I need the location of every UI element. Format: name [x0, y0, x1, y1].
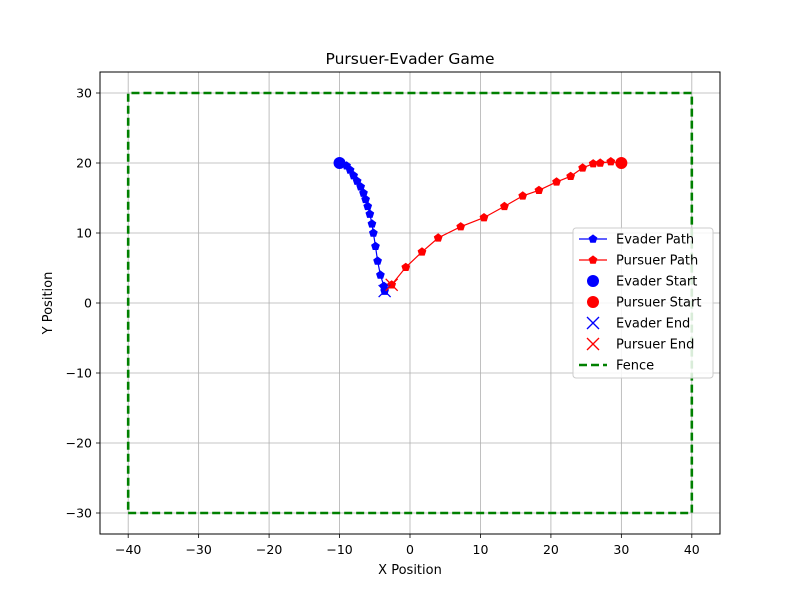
x-tick-label: −10 — [326, 542, 352, 557]
legend-box — [572, 227, 714, 379]
pursuer-end-marker — [385, 278, 399, 292]
pursuer-path-point — [566, 171, 576, 181]
pursuer-path-point — [578, 163, 587, 172]
legend-marker — [588, 255, 598, 264]
evader-path-point — [363, 201, 373, 211]
legend-item-pursuer-start: Pursuer Start — [587, 296, 701, 311]
fence — [126, 91, 694, 515]
y-tick-label: 30 — [76, 86, 92, 101]
pursuer-path-point — [479, 213, 489, 222]
evader-path-point — [371, 241, 380, 251]
y-tick-label: 0 — [84, 296, 92, 311]
chart-title: Pursuer-Evader Game — [326, 50, 495, 68]
pursuer-path-point — [401, 262, 411, 272]
pursuer-path-point — [606, 157, 616, 166]
x-tick-label: 40 — [684, 542, 700, 557]
legend-marker-stroke-b — [586, 316, 600, 330]
evader-path-point — [349, 171, 359, 180]
evader-start-marker — [333, 157, 346, 169]
evader-path-point — [373, 256, 382, 265]
legend-label: Pursuer End — [616, 338, 694, 353]
pursuer-path-point — [456, 222, 466, 231]
evader-start — [333, 157, 346, 169]
evader-path-point — [376, 270, 385, 279]
pursuer-path-point — [417, 247, 427, 256]
evader-path-point — [367, 219, 377, 228]
x-tick-label: 10 — [473, 542, 489, 557]
legend-label: Pursuer Path — [616, 254, 698, 269]
legend-item-pursuer-path: Pursuer Path — [579, 254, 698, 269]
legend-marker-stroke-b — [586, 337, 600, 351]
legend-label: Fence — [616, 359, 654, 374]
pursuer-start-marker — [615, 157, 628, 169]
pursuer-path-point — [595, 158, 605, 167]
y-tick-label: −30 — [66, 506, 92, 521]
x-tick-label: −40 — [115, 542, 141, 557]
legend-marker — [587, 296, 599, 308]
legend-label: Pursuer Start — [616, 296, 701, 311]
y-tick-label: −20 — [66, 436, 92, 451]
pursuer-path-point — [500, 201, 509, 211]
legend-marker — [586, 337, 600, 351]
legend-marker — [586, 316, 600, 330]
pursuer-path-point — [552, 177, 561, 186]
legend-item-evader-start: Evader Start — [587, 275, 697, 290]
legend-item-pursuer-end: Pursuer End — [586, 337, 694, 353]
evader-path-point — [345, 165, 355, 174]
legend: Evader Path Pursuer Path Evader Start Pursu… — [572, 227, 714, 379]
x-tick-label: −30 — [185, 542, 211, 557]
legend-marker — [587, 275, 599, 287]
evader-path-point — [356, 182, 366, 191]
evader-path-point — [365, 209, 375, 218]
plot-series — [126, 91, 694, 515]
x-tick-label: −20 — [256, 542, 282, 557]
pursuer-end — [385, 278, 399, 292]
y-tick-label: 20 — [76, 156, 92, 171]
legend-marker — [588, 234, 598, 243]
y-tick-label: 10 — [76, 226, 92, 241]
legend-item-evader-path: Evader Path — [579, 233, 694, 248]
evader-path-point — [359, 188, 368, 197]
legend-label: Evader End — [616, 317, 690, 332]
evader-path-point — [368, 228, 378, 237]
legend-label: Evader Start — [616, 275, 697, 290]
pursuer-path-point — [534, 185, 544, 195]
pursuer-path-point — [433, 233, 443, 242]
pursuer-path-point — [518, 191, 528, 200]
evader-path-point — [361, 194, 370, 204]
axis-ticks: −40 −30 −20 −10 0 10 20 30 40 −30 −20 −10 0 10 20 30 — [66, 86, 700, 558]
x-tick-label: 30 — [613, 542, 629, 557]
y-tick-label: −10 — [66, 366, 92, 381]
x-axis-label: X Position — [378, 563, 442, 578]
legend-item-evader-end: Evader End — [586, 316, 690, 332]
pursuer-path-point — [588, 159, 598, 168]
fence-line — [126, 91, 694, 515]
x-tick-label: 20 — [543, 542, 559, 557]
pursuer-start — [615, 157, 628, 169]
legend-item-fence: Fence — [579, 359, 654, 374]
x-tick-label: 0 — [406, 542, 414, 557]
legend-label: Evader Path — [616, 233, 694, 248]
evader-path-point — [352, 176, 362, 185]
y-axis-label: Y Position — [41, 272, 56, 336]
pursuer-end-marker-stroke-b — [385, 278, 399, 292]
